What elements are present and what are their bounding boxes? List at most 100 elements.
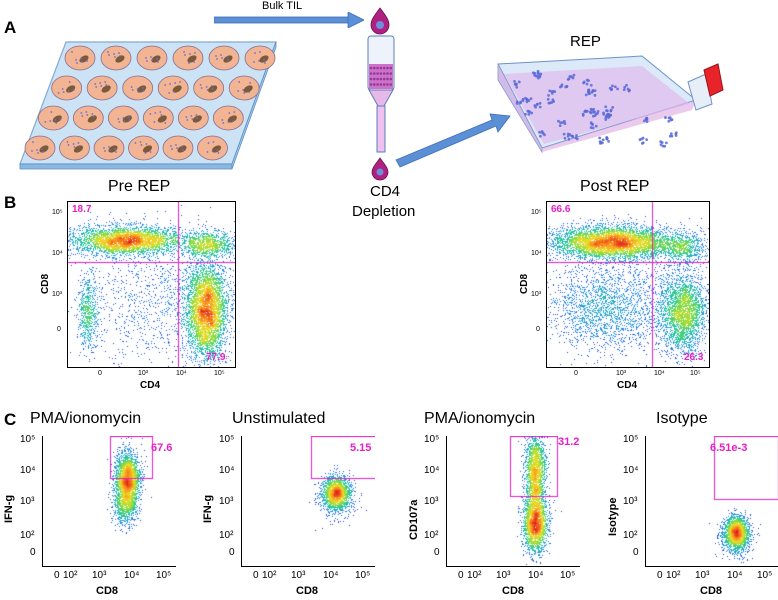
c2-gate-value: 31.2 (558, 436, 580, 448)
post-rep-ytick: 10⁵ (531, 209, 542, 216)
c1-plot (241, 436, 375, 567)
flask-illustration (497, 55, 724, 154)
c1-ytick: 10⁴ (219, 465, 235, 476)
plate-well (162, 135, 194, 161)
c3-gate-value: 6.51e-3 (710, 442, 748, 454)
post-rep-ytick: 0 (536, 326, 540, 333)
column-bead (376, 72, 379, 75)
post-rep-title: Post REP (580, 178, 650, 195)
c0-density (43, 436, 176, 566)
column-bead (386, 77, 389, 81)
plate-well (197, 135, 228, 161)
c3-ytick: 0 (633, 547, 639, 558)
cell-cluster (546, 97, 556, 105)
plate-well (100, 45, 132, 71)
pre-rep-xtick: 10⁵ (214, 370, 225, 377)
c3-plot (645, 436, 778, 567)
plate-well (107, 105, 139, 131)
c3-ytick: 10³ (623, 496, 638, 507)
plate-well (177, 105, 209, 131)
post-rep-ytick: 10⁴ (531, 250, 542, 257)
plate-well (24, 135, 56, 161)
column-bead (386, 66, 389, 70)
plate-well (193, 75, 225, 101)
cell-cluster (558, 83, 569, 89)
post-rep-xtick: 10⁴ (654, 370, 665, 377)
depletion-label-line1: CD4 (370, 183, 401, 200)
c1-ytick: 10³ (219, 496, 234, 507)
c0-ytick: 10² (20, 530, 35, 541)
column-bead (389, 66, 393, 70)
c0-ytick: 10⁵ (20, 434, 36, 445)
pre-rep-xlabel: CD4 (140, 380, 161, 391)
plate-well (172, 45, 204, 71)
plate-well (93, 135, 125, 161)
column-bead (373, 72, 376, 75)
pre-rep-ytick: 10³ (52, 291, 63, 298)
cell-cluster (604, 112, 613, 121)
column-bead (379, 77, 383, 81)
cell-cluster (622, 83, 631, 93)
column-bead (379, 83, 383, 86)
c3-xtick: 10³ (695, 570, 710, 581)
c2-xtick: 10⁵ (560, 570, 576, 581)
c2-xlabel: CD8 (502, 585, 525, 597)
column-bead (379, 72, 383, 75)
pre-rep-ytick: 0 (57, 326, 61, 333)
column-bead (386, 72, 389, 75)
depletion-label-line2: Depletion (352, 203, 416, 220)
c2-plot (446, 436, 580, 567)
column-bead (386, 83, 389, 86)
plate-well (64, 45, 96, 71)
cell-cluster (604, 105, 615, 113)
cell-cluster (608, 84, 619, 92)
c2-density (447, 436, 580, 566)
c2-ytick: 10² (424, 530, 439, 541)
rep-arrow (395, 113, 511, 168)
cell-cluster (523, 109, 534, 116)
c3-ylabel: Isotype (607, 497, 619, 536)
cell-cluster (547, 89, 557, 97)
c0-ytick: 10⁴ (20, 465, 36, 476)
post-rep-plot (546, 201, 710, 368)
post-rep-xtick: 0 (574, 370, 578, 377)
pre-rep-plot (67, 201, 236, 368)
column-bead (373, 77, 376, 81)
cell-cluster (524, 96, 533, 104)
column-bead (389, 72, 393, 75)
plate-well (208, 45, 240, 71)
cell-cluster (533, 101, 542, 109)
c3-ytick: 10⁵ (623, 434, 639, 445)
cell-cluster (668, 131, 678, 138)
bulk-til-arrow (214, 12, 364, 28)
c1-ylabel: IFN-g (202, 494, 214, 523)
pre-rep-xtick: 0 (98, 370, 102, 377)
panel-b-letter: B (4, 193, 17, 212)
c0-xtick: 10³ (92, 570, 107, 581)
post-rep-lower-right-value: 26.3 (684, 352, 704, 363)
c1-gate-value: 5.15 (350, 442, 372, 454)
cell-cluster (531, 69, 542, 79)
post-rep-ylabel: CD8 (519, 273, 530, 294)
depletion-column-illustration (367, 7, 395, 181)
pre-rep-ytick: 10⁴ (52, 250, 63, 257)
c2-ylabel: CD107a (408, 499, 420, 540)
c0-plot (42, 436, 176, 567)
plate-well (142, 105, 174, 131)
post-rep-xlabel: CD4 (617, 380, 638, 391)
c0-ytick: 10³ (20, 496, 35, 507)
column-bead (389, 77, 393, 81)
column-bead (376, 66, 379, 70)
c2-ytick: 10⁴ (424, 465, 440, 476)
post-rep-xtick: 10³ (616, 370, 627, 377)
c0-gate-value: 67.6 (151, 442, 173, 454)
plate-well (59, 135, 90, 161)
c0-ytick: 0 (30, 547, 36, 558)
c2-ytick: 10³ (424, 496, 439, 507)
cell-cluster (605, 135, 610, 143)
pre-rep-xtick: 10³ (138, 370, 149, 377)
well-plate-illustration (19, 41, 277, 170)
column-bead (382, 72, 386, 75)
pre-rep-lower-right-value: 77.9 (206, 352, 226, 363)
c0-xlabel: CD8 (96, 585, 119, 597)
